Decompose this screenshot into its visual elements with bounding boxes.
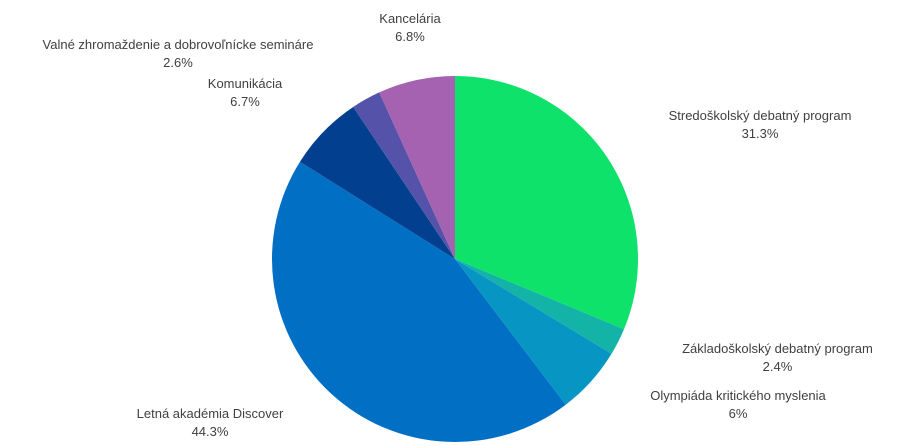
pie-slice-letna-akademia-discover bbox=[271, 161, 566, 442]
slice-value: 31.3% bbox=[741, 126, 779, 141]
slice-label-stredoskolsky: Stredoškolský debatný program 31.3% bbox=[640, 107, 880, 143]
slice-label-valne-zhromazdenie: Valné zhromaždenie a dobrovoľnícke semin… bbox=[0, 36, 356, 72]
slice-label-zakladoskolsky: Základoškolský debatný program 2.4% bbox=[655, 340, 900, 376]
pie-slice-olympiada-kritickeho-myslenia bbox=[455, 259, 612, 405]
pie-slice-stredoskolsky-debatny-program bbox=[455, 76, 638, 330]
slice-value: 6% bbox=[728, 406, 748, 421]
slice-value: 6.8% bbox=[395, 29, 425, 44]
slice-label-kancelaria: Kancelária 6.8% bbox=[345, 10, 475, 46]
pie-slices bbox=[271, 76, 638, 442]
pie-slice-kancelaria bbox=[379, 76, 455, 259]
slice-value: 6.7% bbox=[230, 94, 260, 109]
slice-name: Kancelária bbox=[379, 11, 441, 26]
slice-name: Olympiáda kritického myslenia bbox=[650, 388, 826, 403]
slice-value: 2.6% bbox=[163, 55, 193, 70]
slice-label-letna-akademia: Letná akadémia Discover 44.3% bbox=[100, 405, 320, 441]
slice-value: 44.3% bbox=[191, 424, 229, 439]
slice-value: 2.4% bbox=[762, 359, 793, 374]
pie-slice-valne-zhromazdenie-a-dobrovolnicke-seminare bbox=[353, 92, 455, 259]
slice-name: Komunikácia bbox=[207, 76, 283, 91]
pie-slice-komunikacia bbox=[299, 106, 455, 259]
slice-name: Stredoškolský debatný program bbox=[668, 108, 852, 123]
slice-label-olympiada: Olympiáda kritického myslenia 6% bbox=[618, 387, 858, 423]
pie-slice-zakladoskolsky-debatny-program bbox=[455, 259, 624, 354]
slice-name: Základoškolský debatný program bbox=[682, 341, 873, 356]
slice-name: Letná akadémia Discover bbox=[136, 406, 284, 421]
slice-name: Valné zhromaždenie a dobrovoľnícke semin… bbox=[42, 37, 314, 52]
slice-label-komunikacia: Komunikácia 6.7% bbox=[180, 75, 310, 111]
